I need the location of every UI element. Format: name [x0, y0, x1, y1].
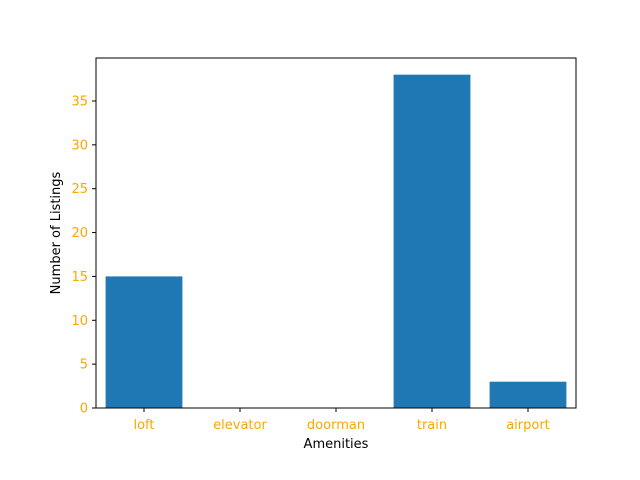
y-axis: 0 5 10 15 20 25 30 35 — [71, 94, 96, 417]
bar-airport — [489, 381, 567, 408]
y-tick-label-5: 5 — [80, 358, 88, 373]
y-tick-label-25: 25 — [71, 182, 88, 197]
x-axis: loft elevator doorman train airport — [133, 408, 550, 433]
y-tick-label-35: 35 — [71, 94, 88, 109]
x-tick-label-elevator: elevator — [213, 418, 267, 433]
x-axis-label: Amenities — [304, 437, 369, 452]
y-tick-label-15: 15 — [71, 270, 88, 285]
bar-loft — [105, 276, 183, 408]
y-axis-label: Number of Listings — [49, 171, 64, 294]
y-tick-label-30: 30 — [71, 138, 88, 153]
x-tick-label-airport: airport — [506, 418, 550, 433]
x-tick-label-train: train — [417, 418, 447, 433]
bar-train — [393, 74, 471, 409]
y-tick-label-10: 10 — [71, 314, 88, 329]
x-tick-label-doorman: doorman — [307, 418, 365, 433]
bars-group — [105, 74, 567, 409]
x-tick-label-loft: loft — [133, 418, 154, 433]
y-tick-label-0: 0 — [80, 402, 88, 417]
y-tick-label-20: 20 — [71, 226, 88, 241]
